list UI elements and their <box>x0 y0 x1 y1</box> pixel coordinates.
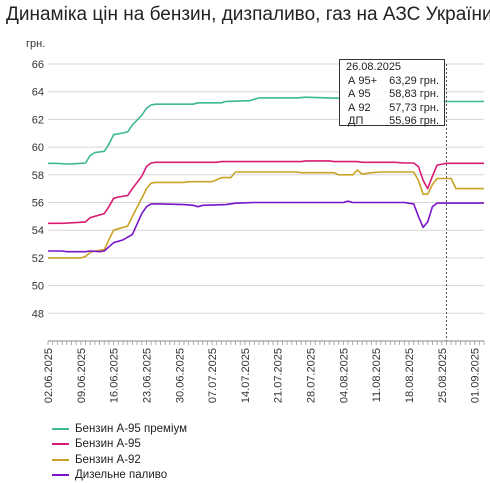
tooltip-label: А 95 <box>348 88 371 102</box>
tooltip-date: 26.08.2025 <box>345 61 439 75</box>
y-tick-label: 48 <box>32 308 44 320</box>
x-tick-label: 18.08.2025 <box>404 348 416 403</box>
x-tick-label: 25.08.2025 <box>437 348 449 403</box>
legend: Бензин А-95 преміум Бензин А-95 Бензин А… <box>52 421 187 483</box>
legend-label: Дизельне паливо <box>75 469 167 481</box>
x-tick-label: 23.06.2025 <box>141 348 153 403</box>
tooltip-box: 26.08.2025 А 95+ 63,29 грн. А 95 58,83 г… <box>339 59 445 126</box>
y-tick-label: 64 <box>32 87 44 99</box>
tooltip-value: 58,83 грн. <box>389 88 439 102</box>
tooltip-label: А 95+ <box>348 75 377 89</box>
y-tick-label: 54 <box>32 225 44 237</box>
x-tick-label: 02.06.2025 <box>43 348 55 403</box>
series-line-1 <box>48 161 484 223</box>
y-axis-label: грн. <box>26 38 45 50</box>
x-tick-label: 30.06.2025 <box>174 348 186 403</box>
series-line-2 <box>48 170 484 258</box>
legend-item-a92[interactable]: Бензин А-92 <box>52 452 187 468</box>
y-axis: грн. 48 50 52 54 56 58 60 62 64 66 <box>26 38 45 320</box>
x-tick-label: 21.07.2025 <box>273 348 285 403</box>
series-line-3 <box>48 201 484 252</box>
x-axis: 02.06.2025 09.06.2025 16.06.2025 23.06.2025… <box>43 341 484 403</box>
y-tick-label: 66 <box>32 59 44 71</box>
legend-label: Бензин А-92 <box>75 454 141 466</box>
x-tick-label: 28.07.2025 <box>306 348 318 403</box>
x-tick-label: 04.08.2025 <box>338 348 350 403</box>
legend-item-a95[interactable]: Бензин А-95 <box>52 437 187 453</box>
x-tick-label: 01.09.2025 <box>470 348 482 403</box>
tooltip-value: 55,96 грн. <box>389 115 439 129</box>
legend-item-diesel[interactable]: Дизельне паливо <box>52 468 187 483</box>
y-tick-label: 50 <box>32 281 44 293</box>
legend-swatch <box>52 459 69 461</box>
tooltip-row: ДП 55,96 грн. <box>345 115 439 129</box>
x-tick-label: 07.07.2025 <box>207 348 219 403</box>
y-tick-label: 52 <box>32 253 44 265</box>
x-tick-label: 14.07.2025 <box>240 348 252 403</box>
tooltip-value: 57,73 грн. <box>389 102 439 116</box>
y-tick-label: 60 <box>32 142 44 154</box>
tooltip-row: А 95+ 63,29 грн. <box>345 75 439 89</box>
tooltip-label: ДП <box>348 115 363 129</box>
x-tick-label: 09.06.2025 <box>76 348 88 403</box>
legend-label: Бензин А-95 преміум <box>75 423 187 435</box>
legend-swatch <box>52 443 69 445</box>
y-tick-label: 56 <box>32 198 44 210</box>
tooltip-value: 63,29 грн. <box>389 75 439 89</box>
x-tick-label: 11.08.2025 <box>371 348 383 402</box>
legend-label: Бензин А-95 <box>75 438 141 450</box>
y-tick-label: 62 <box>32 114 44 126</box>
legend-swatch <box>52 474 69 476</box>
tooltip-row: А 92 57,73 грн. <box>345 102 439 116</box>
tooltip-row: А 95 58,83 грн. <box>345 88 439 102</box>
legend-swatch <box>52 428 69 430</box>
legend-item-a95-premium[interactable]: Бензин А-95 преміум <box>52 421 187 437</box>
y-tick-label: 58 <box>32 170 44 182</box>
x-tick-label: 16.06.2025 <box>109 348 121 403</box>
tooltip-label: А 92 <box>348 102 371 116</box>
